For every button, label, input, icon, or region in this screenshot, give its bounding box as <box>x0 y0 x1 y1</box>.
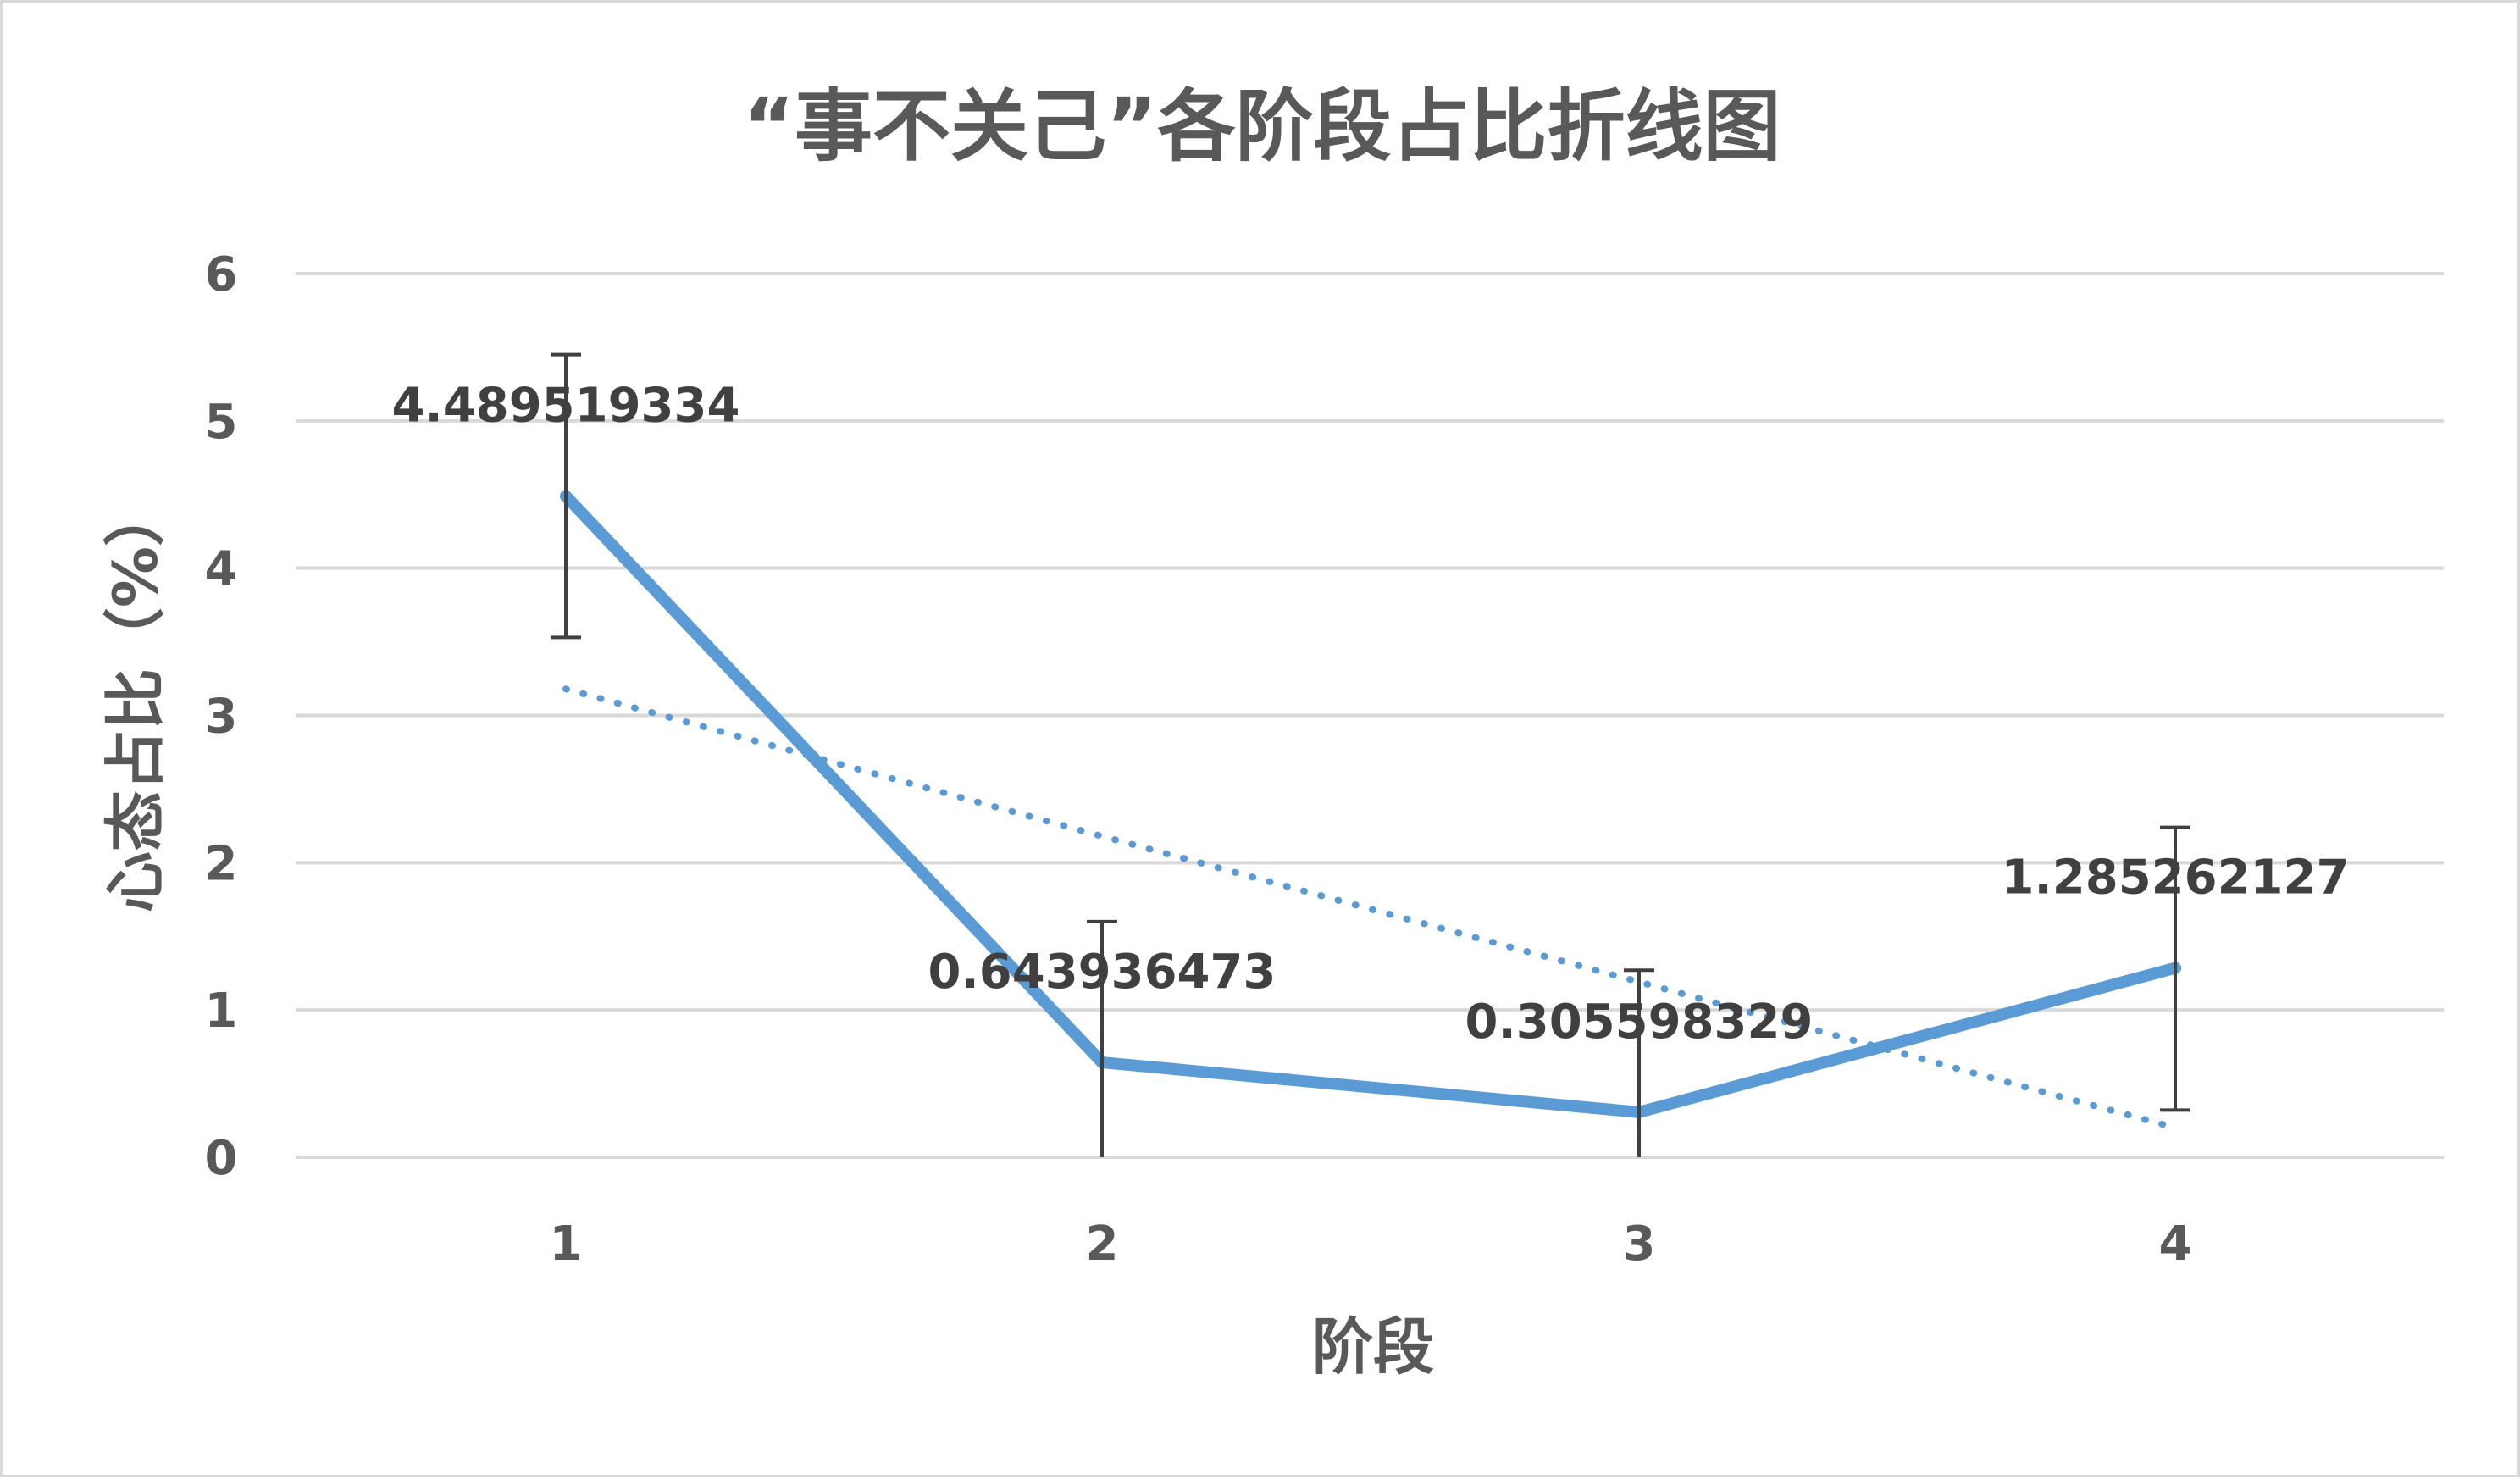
series-line <box>560 490 2181 1118</box>
x-tick-label-1: 1 <box>550 1217 583 1272</box>
axis-ticks: 0 1 2 3 4 5 6 1 2 3 4 <box>205 247 2192 1272</box>
x-tick-label-3: 3 <box>1623 1217 1656 1272</box>
data-label-2: 0.643936473 <box>928 945 1277 1000</box>
error-bars <box>551 352 2190 1157</box>
y-tick-label-3: 3 <box>205 690 238 745</box>
trendline-layer <box>562 685 2179 1132</box>
y-tick-label-1: 1 <box>205 984 238 1039</box>
error-bar-1 <box>551 352 581 640</box>
error-bar-3 <box>1624 968 1654 1157</box>
series-layer <box>560 490 2181 1118</box>
error-bar-4 <box>2160 825 2190 1112</box>
y-axis-title: 心态占比（%） <box>100 485 171 912</box>
x-tick-label-4: 4 <box>2159 1217 2192 1272</box>
y-tick-label-0: 0 <box>205 1131 238 1186</box>
data-label-3: 0.305598329 <box>1465 995 1814 1050</box>
data-labels: 4.489519334 0.643936473 0.305598329 1.28526… <box>392 379 2350 1050</box>
x-axis-title: 阶段 <box>1312 1311 1434 1383</box>
error-bar-2 <box>1087 919 1117 1157</box>
x-tick-label-2: 2 <box>1086 1217 1119 1272</box>
data-label-4: 1.285262127 <box>2002 851 2350 906</box>
y-tick-label-4: 4 <box>205 542 238 597</box>
chart-title: “事不关己”各阶段占比折线图 <box>744 81 1781 172</box>
y-tick-label-6: 6 <box>205 247 238 302</box>
data-label-1: 4.489519334 <box>392 379 740 434</box>
linear-trendline <box>562 685 2179 1132</box>
y-tick-label-2: 2 <box>205 836 238 891</box>
y-tick-label-5: 5 <box>205 395 238 450</box>
line-chart: “事不关己”各阶段占比折线图 4.489519334 0.643936473 0.3… <box>100 81 2444 1383</box>
